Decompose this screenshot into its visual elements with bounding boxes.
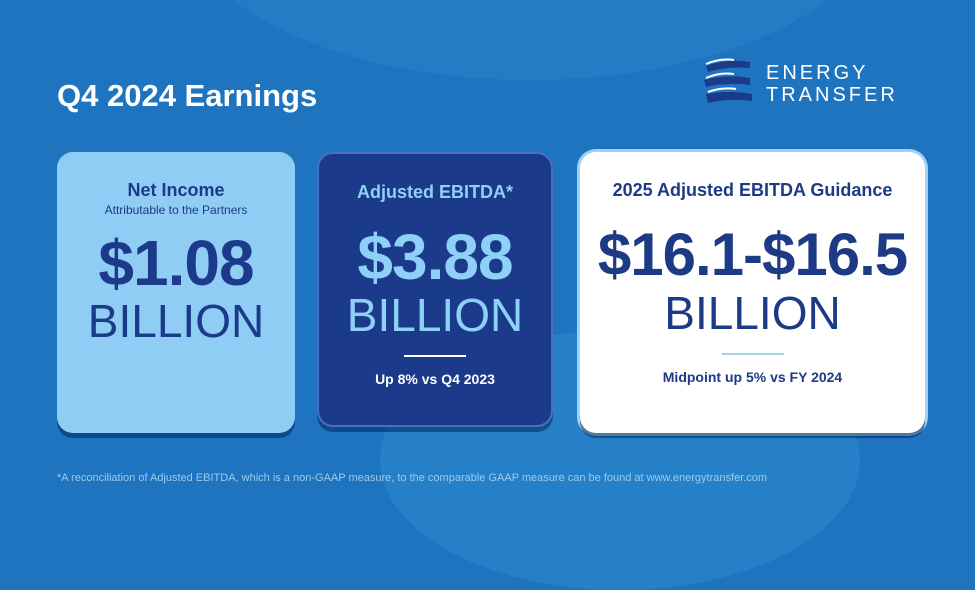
energy-transfer-logo: ENERGY TRANSFER	[700, 56, 898, 112]
card-unit: BILLION	[87, 295, 265, 347]
guidance-card: 2025 Adjusted EBITDA Guidance $16.1-$16.…	[580, 152, 925, 433]
card-value: $16.1-$16.5	[597, 221, 908, 288]
card-subheading: Attributable to the Partners	[104, 203, 248, 217]
adjusted-ebitda-card: Adjusted EBITDA* $3.88 BILLION Up 8% vs …	[317, 152, 553, 427]
card-note: Midpoint up 5% vs FY 2024	[662, 369, 843, 385]
logo-line1: ENERGY	[766, 62, 869, 84]
card-value: $1.08	[98, 227, 254, 299]
card-heading: Adjusted EBITDA*	[356, 182, 513, 202]
card-unit: BILLION	[664, 287, 841, 339]
card-note: Up 8% vs Q4 2023	[375, 371, 495, 387]
card-unit: BILLION	[346, 289, 524, 341]
card-value: $3.88	[357, 221, 513, 293]
divider	[721, 353, 784, 355]
net-income-card: Net Income Attributable to the Partners …	[57, 152, 295, 433]
card-heading: 2025 Adjusted EBITDA Guidance	[612, 180, 893, 200]
logo-line2: TRANSFER	[766, 84, 898, 106]
divider	[404, 355, 466, 357]
footnote: *A reconciliation of Adjusted EBITDA, wh…	[57, 472, 768, 484]
page-title: Q4 2024 Earnings	[57, 78, 318, 113]
logo-swirl-icon	[704, 58, 752, 103]
card-heading: Net Income	[127, 180, 225, 200]
